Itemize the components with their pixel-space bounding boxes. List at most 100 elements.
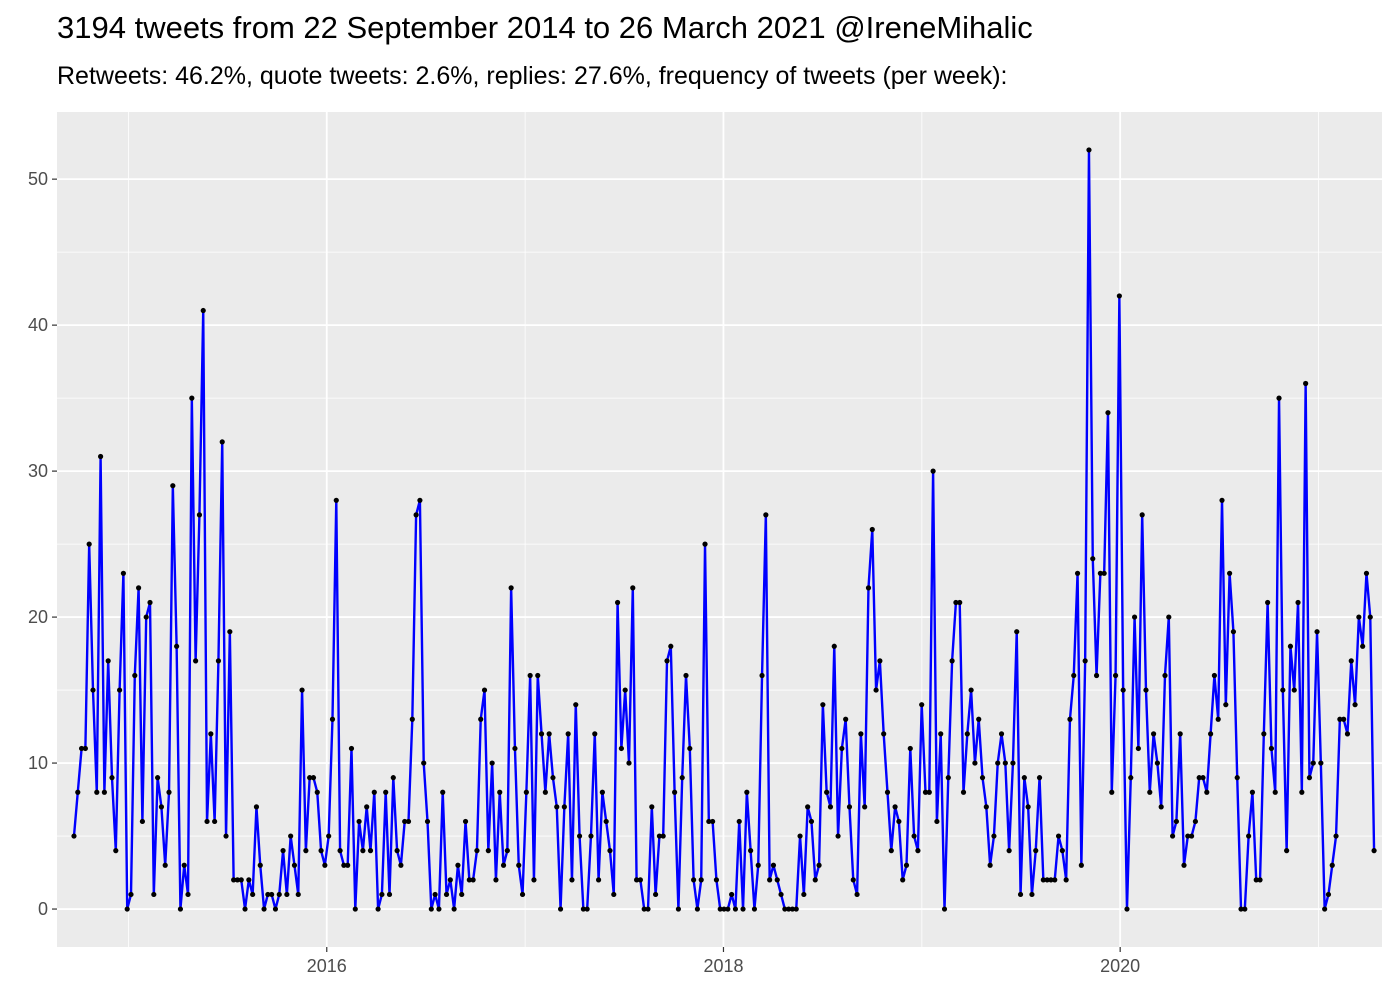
data-point (128, 891, 134, 898)
data-point (516, 862, 522, 868)
data-point (1109, 789, 1115, 795)
data-point (896, 818, 902, 825)
data-point (900, 877, 906, 883)
data-point (1093, 672, 1100, 679)
data-point (109, 775, 115, 781)
data-point (519, 891, 526, 898)
data-point (1177, 731, 1183, 737)
data-point (1211, 672, 1218, 679)
data-point (1242, 906, 1248, 912)
data-point (276, 891, 282, 898)
data-point (1306, 775, 1313, 781)
data-point (113, 848, 119, 854)
data-point (1078, 862, 1084, 868)
data-point (436, 906, 442, 912)
data-point (550, 775, 556, 781)
data-point (337, 848, 343, 854)
data-point (1295, 599, 1301, 606)
data-point (808, 818, 815, 825)
data-point (158, 804, 165, 810)
data-point (1367, 614, 1373, 620)
data-point (964, 731, 970, 737)
data-point (432, 891, 438, 898)
data-point (329, 716, 336, 722)
data-point (193, 658, 199, 664)
y-tick-label: 30 (28, 461, 48, 481)
data-point (295, 891, 301, 898)
data-point (196, 512, 203, 518)
data-point (1128, 775, 1134, 781)
data-point (531, 877, 537, 883)
data-point (729, 891, 735, 898)
data-point (614, 599, 621, 606)
data-point (1284, 848, 1290, 854)
data-point (101, 789, 107, 795)
data-point (1154, 760, 1160, 766)
data-point (702, 541, 708, 547)
data-point (983, 804, 989, 810)
data-point (926, 789, 932, 795)
data-point (1208, 731, 1214, 737)
y-tick-label: 20 (28, 607, 48, 627)
data-point (922, 789, 929, 795)
data-point (1318, 760, 1324, 766)
data-point (333, 497, 339, 503)
data-point (717, 906, 723, 912)
data-point (1303, 380, 1309, 387)
data-point (797, 833, 803, 839)
data-point (573, 702, 579, 708)
data-point (1200, 775, 1206, 781)
data-point (291, 862, 298, 868)
data-point (1063, 877, 1069, 883)
data-point (656, 833, 663, 839)
data-point (1189, 833, 1195, 839)
data-point (1006, 848, 1012, 854)
data-point (345, 862, 351, 868)
data-point (405, 818, 412, 825)
data-point (394, 848, 400, 854)
data-point (1291, 687, 1297, 693)
data-point (371, 789, 377, 795)
data-point (565, 731, 571, 737)
data-point (1048, 877, 1054, 883)
data-point (595, 877, 602, 883)
data-point (706, 818, 712, 825)
data-point (185, 891, 191, 898)
grid-minor (57, 112, 1382, 947)
data-point (1360, 643, 1366, 649)
data-point (1227, 570, 1233, 576)
data-point (991, 833, 997, 839)
data-point (1310, 760, 1316, 766)
data-point (687, 745, 693, 752)
data-point (1040, 877, 1046, 883)
data-point (713, 877, 720, 883)
data-point (740, 906, 746, 912)
data-point (1116, 293, 1122, 299)
data-point (843, 716, 849, 722)
data-point (683, 672, 689, 679)
data-point (284, 891, 290, 898)
data-point (1219, 497, 1225, 503)
x-tick-label: 2018 (703, 956, 743, 976)
data-point (151, 891, 157, 898)
data-point (1021, 775, 1027, 781)
data-point (462, 818, 469, 825)
data-point (1352, 702, 1358, 708)
data-point (858, 731, 864, 737)
data-point (675, 906, 682, 912)
data-point (953, 599, 959, 606)
data-point (1086, 147, 1092, 153)
data-point (1029, 891, 1035, 898)
data-point (117, 687, 123, 693)
data-point (812, 877, 818, 883)
data-point (915, 848, 921, 854)
data-point (645, 906, 651, 912)
data-point (1036, 775, 1043, 781)
data-point (120, 570, 126, 576)
data-point (1325, 891, 1332, 898)
data-point (592, 731, 598, 737)
data-point (725, 906, 731, 912)
data-point (132, 672, 138, 679)
data-point (1230, 629, 1237, 635)
data-point (755, 862, 761, 868)
